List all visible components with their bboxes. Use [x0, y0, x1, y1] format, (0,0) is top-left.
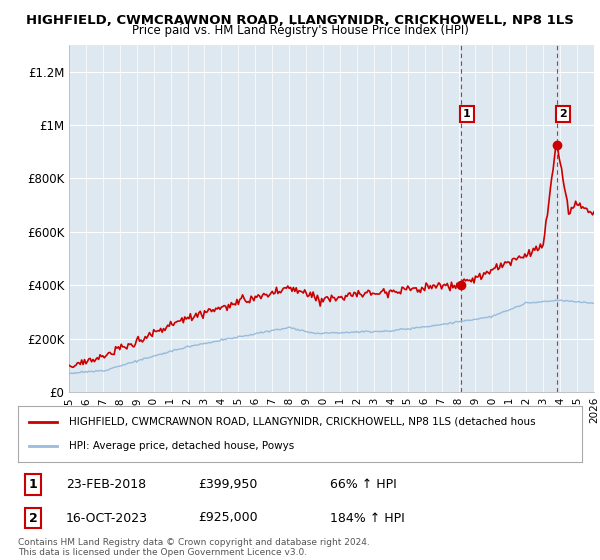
Text: £399,950: £399,950 [198, 478, 257, 491]
Text: 1: 1 [463, 109, 471, 119]
Text: £925,000: £925,000 [198, 511, 257, 525]
Text: HIGHFIELD, CWMCRAWNON ROAD, LLANGYNIDR, CRICKHOWELL, NP8 1LS (detached hous: HIGHFIELD, CWMCRAWNON ROAD, LLANGYNIDR, … [69, 417, 535, 427]
Text: 23-FEB-2018: 23-FEB-2018 [66, 478, 146, 491]
Text: 16-OCT-2023: 16-OCT-2023 [66, 511, 148, 525]
Text: 1: 1 [29, 478, 37, 491]
Text: Contains HM Land Registry data © Crown copyright and database right 2024.
This d: Contains HM Land Registry data © Crown c… [18, 538, 370, 557]
Text: 2: 2 [559, 109, 567, 119]
Text: 2: 2 [29, 511, 37, 525]
Text: 66% ↑ HPI: 66% ↑ HPI [330, 478, 397, 491]
Text: HIGHFIELD, CWMCRAWNON ROAD, LLANGYNIDR, CRICKHOWELL, NP8 1LS: HIGHFIELD, CWMCRAWNON ROAD, LLANGYNIDR, … [26, 14, 574, 27]
Text: HPI: Average price, detached house, Powys: HPI: Average price, detached house, Powy… [69, 441, 294, 451]
Text: Price paid vs. HM Land Registry's House Price Index (HPI): Price paid vs. HM Land Registry's House … [131, 24, 469, 36]
Text: 184% ↑ HPI: 184% ↑ HPI [330, 511, 405, 525]
